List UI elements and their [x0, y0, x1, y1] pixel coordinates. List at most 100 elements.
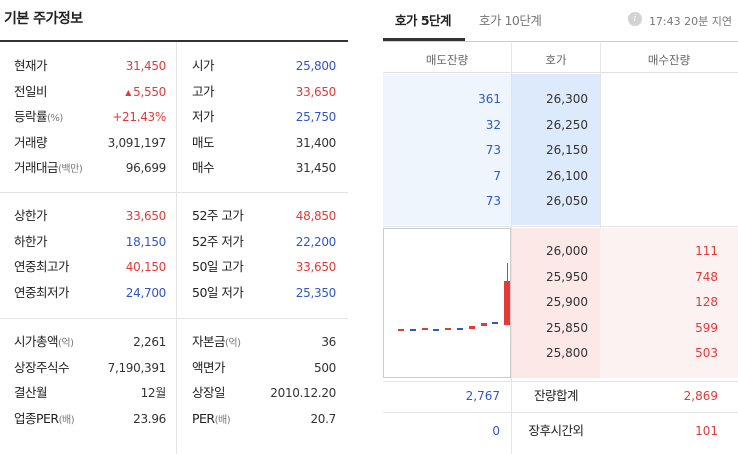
- field-value-text: 2,261: [133, 335, 166, 349]
- field-value: 7,190,391: [107, 360, 167, 376]
- field-value-text: 23.96: [133, 411, 166, 426]
- field-unit: (배): [214, 414, 231, 426]
- field-label-text: 상장일: [192, 385, 226, 400]
- ask-price-cell[interactable]: 26,100: [546, 168, 588, 183]
- candle-body: [480, 322, 487, 327]
- field-unit: (억): [58, 338, 74, 349]
- field-label-text: 매수: [192, 160, 215, 175]
- company-info-section: [0, 318, 348, 454]
- summary-divider: [383, 412, 738, 413]
- field-label: 52주 저가: [192, 233, 244, 250]
- field-label: 50일 저가: [192, 284, 244, 301]
- field-label: 현재가: [14, 58, 48, 74]
- summary-ask-value: 2,767: [465, 389, 500, 403]
- field-label: 50일 고가: [192, 259, 244, 275]
- field-label: PER(배): [192, 410, 231, 429]
- field-label-text: 전일비: [14, 83, 48, 99]
- field-value-text: 12월: [140, 386, 167, 400]
- field-label-text: 52주 고가: [192, 208, 244, 223]
- field-label-text: 50일 저가: [192, 284, 244, 300]
- info-row: 연중최고가 40,150 50일 고가 33,650: [0, 254, 348, 280]
- field-label-text: 등락률: [14, 109, 48, 124]
- ask-price-area: [512, 74, 600, 225]
- field-value: 25,350: [295, 285, 337, 300]
- field-label: 전일비: [14, 83, 48, 100]
- range-info-section: [0, 192, 348, 319]
- field-value: 18,150: [125, 234, 167, 250]
- info-row: 거래량 3,091,197 매도 31,400: [0, 130, 348, 156]
- price-info-section: [0, 42, 348, 192]
- candle-body: [421, 328, 428, 331]
- field-unit: (억): [225, 338, 241, 349]
- field-label-text: 상장주식수: [14, 359, 70, 375]
- field-label-text: 하한가: [14, 233, 48, 249]
- field-value: 500: [313, 360, 336, 375]
- field-value: 40,150: [125, 259, 167, 275]
- field-label-text: 연중최저가: [14, 284, 70, 300]
- info-row: 연중최저가 24,700 50일 저가 25,350: [0, 280, 348, 306]
- tab-5-levels[interactable]: 호가 5단계: [395, 13, 452, 28]
- bid-price-cell[interactable]: 25,900: [546, 295, 588, 309]
- bid-price-cell[interactable]: 25,950: [546, 269, 588, 284]
- column-divider: [511, 43, 512, 454]
- field-value-text: +21.43%: [112, 110, 166, 124]
- info-row: 등락률(%) +21.43% 저가 25,750: [0, 104, 348, 130]
- field-label-text: 거래량: [14, 134, 48, 150]
- ask-volume-cell: 32: [485, 117, 501, 132]
- field-label: 등락률(%): [14, 109, 63, 127]
- page-title: 기본 주가정보: [4, 11, 83, 27]
- candle-body: [445, 328, 452, 331]
- field-label: 거래량: [14, 134, 48, 151]
- field-unit: (배): [58, 414, 75, 426]
- field-value-text: 40,150: [125, 260, 167, 274]
- orderbook-tabs: 호가 5단계 호가 10단계 i 17:43 20분 지연: [383, 0, 738, 42]
- field-label-text: PER: [192, 410, 215, 426]
- ask-volume-cell: 361: [478, 92, 501, 106]
- bid-volume-cell: 599: [695, 320, 718, 335]
- candle-body: [492, 321, 499, 324]
- field-label-text: 52주 저가: [192, 233, 244, 249]
- candle-body: [433, 328, 440, 331]
- field-value-text: 24,700: [125, 285, 167, 300]
- bid-volume-cell: 128: [695, 295, 718, 309]
- field-label-text: 50일 고가: [192, 259, 244, 274]
- field-label: 시가: [192, 58, 215, 74]
- ask-price-cell[interactable]: 26,250: [546, 117, 588, 132]
- ask-price-cell[interactable]: 26,150: [546, 143, 588, 157]
- info-row: 결산월 12월 상장일 2010.12.20: [0, 380, 348, 406]
- field-value: 24,700: [125, 285, 167, 301]
- bid-price-cell[interactable]: 25,850: [546, 320, 588, 335]
- field-value: +21.43%: [112, 109, 166, 125]
- price-header: 호가: [545, 53, 567, 67]
- info-row: 전일비 ▲ 5,550 고가 33,650: [0, 79, 348, 105]
- info-icon[interactable]: i: [628, 12, 642, 26]
- ask-bid-divider: [383, 226, 738, 227]
- field-label-text: 액면가: [192, 359, 226, 375]
- field-value-text: 7,190,391: [107, 360, 167, 375]
- field-value-text: 18,150: [125, 234, 167, 249]
- bid-price-cell[interactable]: 26,000: [546, 244, 588, 258]
- field-label-text: 자본금: [192, 334, 226, 349]
- field-value: 2,261: [133, 334, 166, 350]
- info-row: 업종PER(배) 23.96 PER(배) 20.7: [0, 406, 348, 432]
- title-divider: [0, 40, 348, 42]
- summary-label: 장후시간외: [528, 423, 584, 438]
- tab-10-levels[interactable]: 호가 10단계: [479, 13, 542, 28]
- bid-price-cell[interactable]: 25,800: [546, 346, 588, 360]
- field-value: 23.96: [133, 411, 166, 427]
- field-value: 25,800: [295, 59, 337, 73]
- delay-notice: 17:43 20분 지연: [648, 15, 732, 28]
- ask-price-cell[interactable]: 26,050: [546, 194, 588, 208]
- summary-label: 잔량합계: [533, 388, 579, 403]
- field-label: 업종PER(배): [14, 411, 75, 429]
- summary-divider: [383, 381, 738, 382]
- ask-volume-cell: 7: [493, 168, 501, 183]
- field-value: 48,850: [295, 209, 337, 223]
- field-value: 31,450: [126, 58, 167, 74]
- ask-price-cell[interactable]: 26,300: [546, 92, 588, 106]
- column-divider: [176, 42, 177, 192]
- field-label-text: 고가: [192, 83, 215, 99]
- field-label-text: 연중최고가: [14, 259, 70, 274]
- field-value: 33,650: [125, 208, 167, 224]
- field-value-text: 33,650: [125, 209, 167, 223]
